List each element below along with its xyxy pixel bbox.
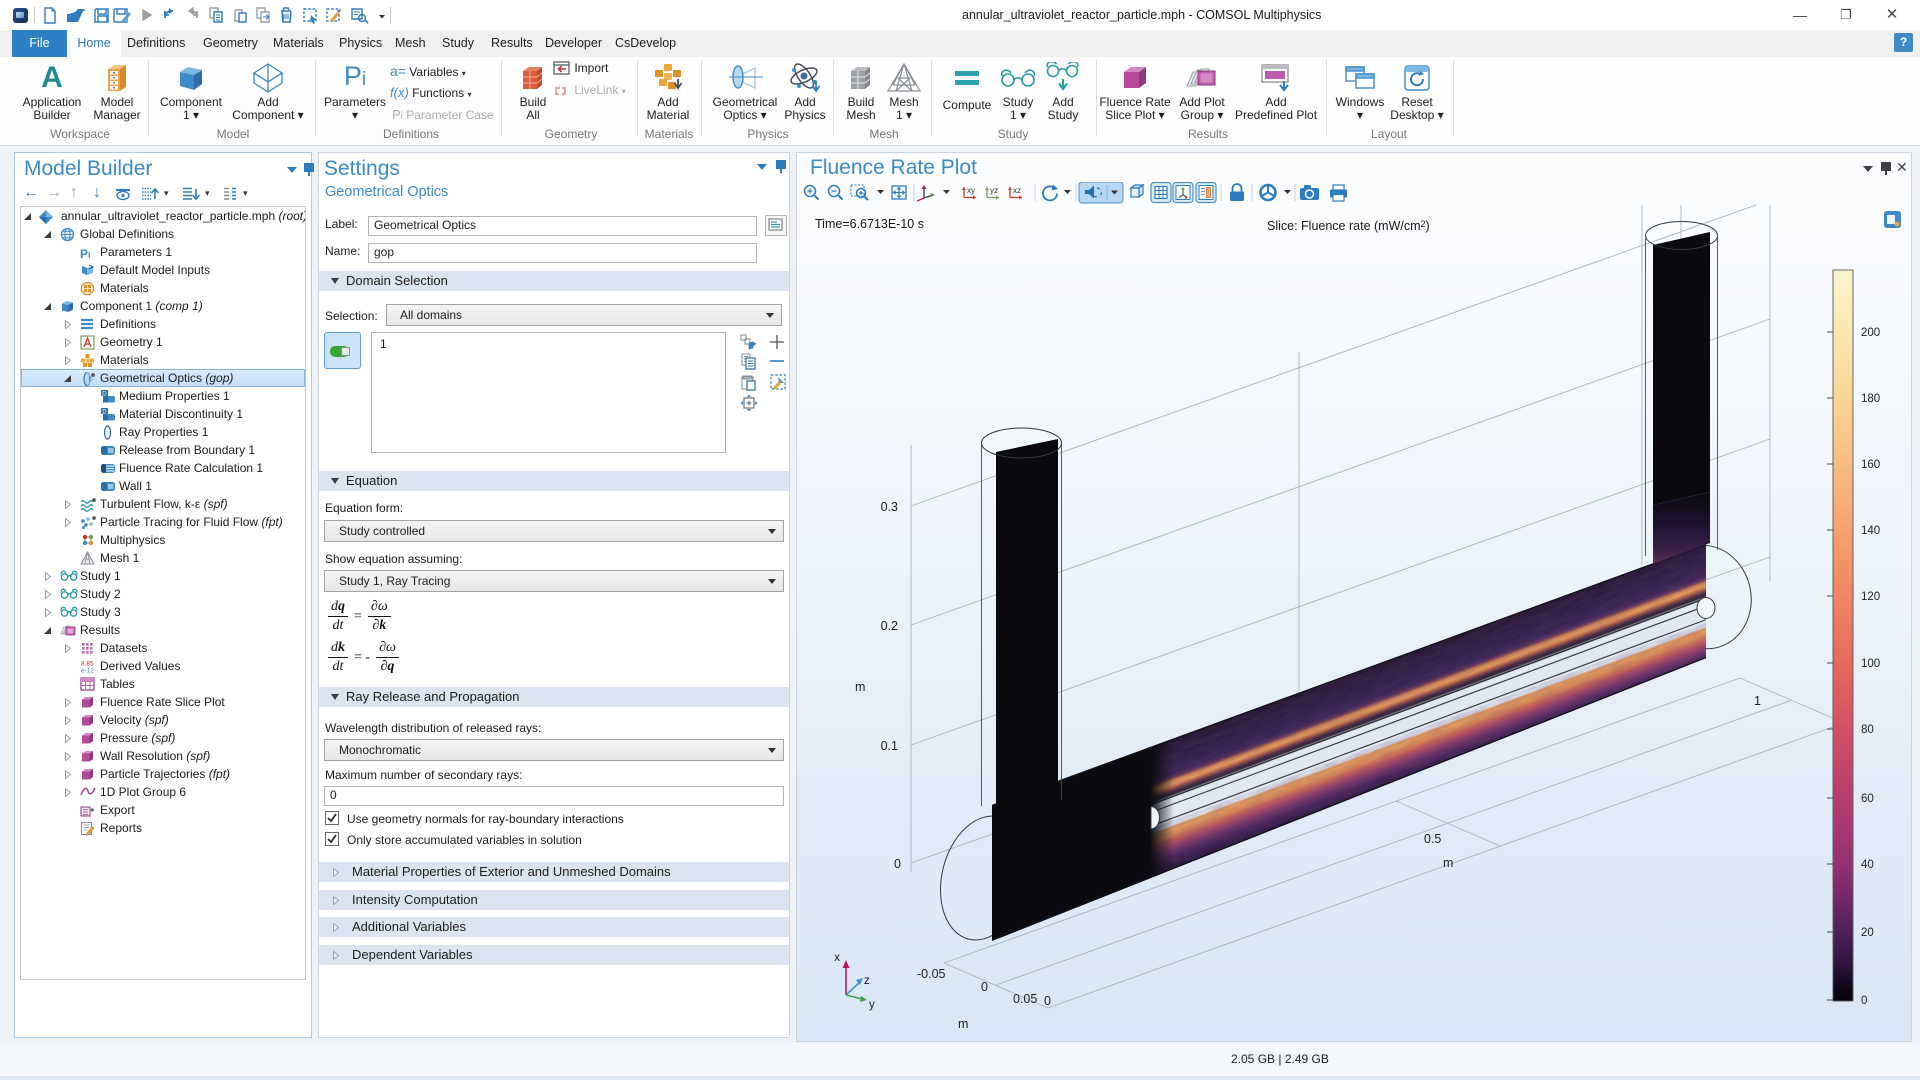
svg-text:0: 0 [1861, 995, 1867, 1007]
svg-text:m: m [958, 1017, 968, 1031]
svg-text:xz: xz [1013, 186, 1021, 195]
svg-text:0.3: 0.3 [881, 500, 898, 514]
svg-text:100: 100 [1861, 658, 1880, 670]
svg-text:x: x [834, 952, 840, 964]
svg-text:0.5: 0.5 [1424, 832, 1441, 846]
svg-text:0: 0 [1044, 994, 1051, 1008]
svg-text:yz: yz [990, 186, 998, 195]
svg-text:D: D [102, 409, 107, 415]
svg-text:m: m [1443, 856, 1453, 870]
svg-text:0.2: 0.2 [881, 619, 898, 633]
svg-text:e-12: e-12 [81, 668, 94, 675]
svg-text:z: z [864, 975, 870, 987]
svg-text:8.85: 8.85 [81, 661, 94, 668]
svg-text:120: 120 [1861, 591, 1880, 603]
svg-text:40: 40 [1861, 859, 1874, 871]
svg-text:m: m [855, 680, 865, 694]
svg-text:180: 180 [1861, 393, 1880, 405]
svg-text:D: D [102, 391, 107, 397]
svg-text:20: 20 [1861, 927, 1874, 939]
svg-text:y: y [869, 999, 875, 1011]
svg-text:0: 0 [981, 980, 988, 994]
svg-text:xy: xy [967, 186, 975, 195]
svg-text:160: 160 [1861, 459, 1880, 471]
svg-text:200: 200 [1861, 327, 1880, 339]
svg-text:60: 60 [1861, 793, 1874, 805]
svg-text:0.1: 0.1 [881, 739, 898, 753]
svg-text:1: 1 [1754, 694, 1761, 708]
svg-text:0.05: 0.05 [1013, 992, 1037, 1006]
svg-text:0: 0 [894, 857, 901, 871]
svg-text:-0.05: -0.05 [917, 967, 946, 981]
svg-text:140: 140 [1861, 525, 1880, 537]
svg-text:80: 80 [1861, 724, 1874, 736]
